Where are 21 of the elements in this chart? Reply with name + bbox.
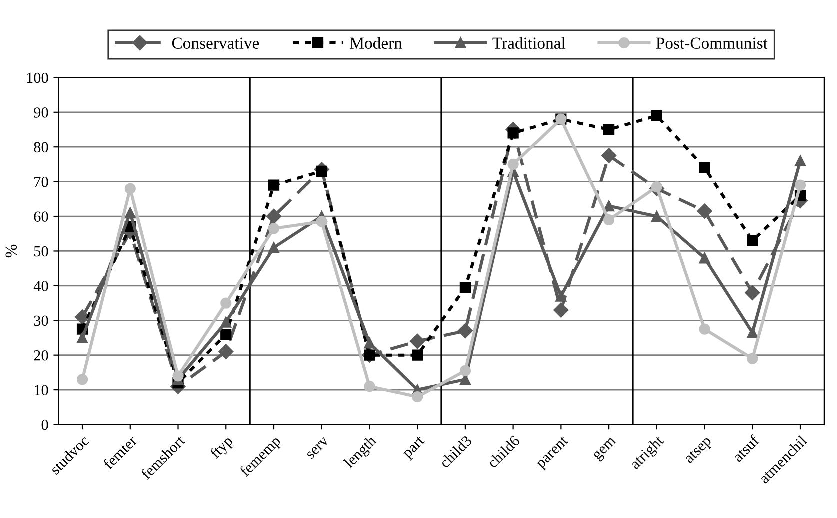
y-tick-label: 0 (42, 420, 48, 430)
legend-label: Modern (350, 37, 402, 49)
y-tick-label: 50 (34, 246, 48, 257)
x-tick-label: gem (592, 436, 619, 462)
y-tick-label: 60 (34, 212, 48, 222)
y-tick-label: 100 (27, 72, 48, 84)
x-tick-label: serv (306, 436, 330, 460)
y-tick-label: 90 (34, 108, 48, 118)
x-tick-label: ftyp (209, 434, 236, 462)
y-tick-label: 70 (34, 176, 48, 188)
y-tick-label: 80 (34, 142, 48, 153)
legend-label: Traditional (492, 37, 566, 49)
y-axis-title: % (6, 244, 18, 258)
y-tick-label: 30 (34, 316, 48, 326)
y-tick-label: 20 (34, 350, 48, 361)
x-tick-label: atsep (684, 436, 714, 466)
y-tick-label: 40 (34, 281, 48, 292)
y-tick-label: 10 (34, 385, 48, 396)
legend-label: Post-Communist (656, 38, 768, 49)
x-tick-label: part (402, 436, 428, 461)
legend-label: Conservative (172, 38, 260, 49)
